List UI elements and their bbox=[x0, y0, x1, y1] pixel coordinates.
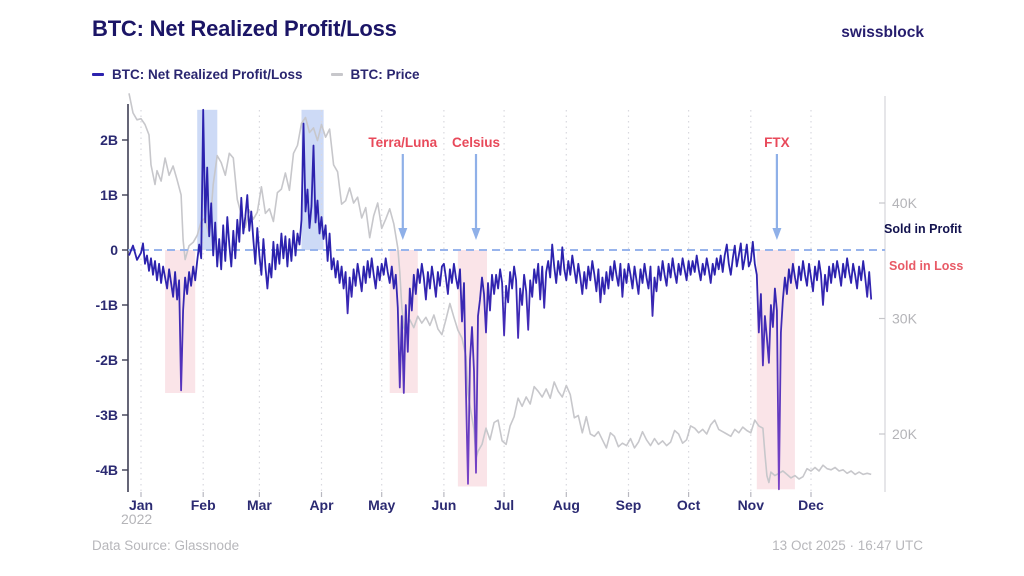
y-left-tick-label: -1B bbox=[95, 297, 118, 313]
x-tick-label: Sep bbox=[616, 497, 642, 513]
x-tick-label: Apr bbox=[309, 497, 334, 513]
band-sold-in-loss bbox=[457, 250, 487, 487]
x-tick-label: Feb bbox=[191, 497, 216, 513]
y-left-tick-label: 2B bbox=[100, 132, 118, 148]
band-sold-in-loss bbox=[756, 250, 795, 490]
x-tick-label: Mar bbox=[247, 497, 272, 513]
x-tick-label: Jul bbox=[494, 497, 514, 513]
y-right-tick-label: 30K bbox=[892, 311, 918, 327]
y-left-tick-label: 0 bbox=[110, 242, 118, 258]
swissblock-logo: swissblock bbox=[841, 24, 924, 41]
y-right-tick-label: 20K bbox=[892, 426, 918, 442]
x-tick-label: Aug bbox=[553, 497, 580, 513]
legend-dash-navy-icon bbox=[92, 73, 104, 76]
legend-dash-gray-icon bbox=[330, 73, 343, 76]
event-annotations: Terra/Luna Celsius FTX bbox=[368, 135, 790, 240]
y-left-tick-label: -2B bbox=[95, 352, 118, 368]
sold-in-loss-label: Sold in Loss bbox=[889, 259, 964, 273]
timestamp-label: 13 Oct 2025 · 16:47 UTC bbox=[772, 538, 923, 553]
x-tick-label: Oct bbox=[677, 497, 701, 513]
x-tick-label: Nov bbox=[738, 497, 765, 513]
event-arrowhead-icon bbox=[772, 228, 782, 240]
x-tick-label: Jun bbox=[431, 497, 456, 513]
y-right-tick-label: 40K bbox=[892, 195, 918, 211]
event-label: Celsius bbox=[452, 135, 500, 150]
x-axis-year-label: 2022 bbox=[121, 511, 153, 527]
event-label: FTX bbox=[764, 135, 790, 150]
chart-legend: BTC: Net Realized Profit/Loss BTC: Price bbox=[92, 67, 420, 82]
event-arrowhead-icon bbox=[398, 228, 408, 240]
x-axis: Jan Feb Mar Apr May Jun Jul Aug Sep Oct Nov Dec bbox=[129, 110, 824, 513]
legend-label-price: BTC: Price bbox=[350, 67, 420, 82]
legend-item-net-realized: BTC: Net Realized Profit/Loss bbox=[92, 67, 303, 82]
y-axis-left: 2B 1B 0 -1B -2B -3B -4B bbox=[95, 104, 129, 492]
btc-price-line bbox=[128, 93, 872, 484]
y-left-tick-label: -3B bbox=[95, 407, 118, 423]
data-source-label: Data Source: Glassnode bbox=[92, 538, 240, 553]
sold-in-profit-label: Sold in Profit bbox=[884, 222, 962, 236]
y-left-tick-label: -4B bbox=[95, 462, 118, 478]
net-realized-line bbox=[128, 108, 873, 491]
x-tick-label: Dec bbox=[798, 497, 824, 513]
page-title: BTC: Net Realized Profit/Loss bbox=[92, 16, 397, 41]
event-label: Terra/Luna bbox=[368, 135, 437, 150]
y-axis-right: 40K 30K 20K bbox=[879, 96, 918, 492]
x-tick-label: Jan bbox=[129, 497, 153, 513]
legend-label-net-realized: BTC: Net Realized Profit/Loss bbox=[112, 67, 303, 82]
x-tick-label: May bbox=[368, 497, 395, 513]
event-arrowhead-icon bbox=[471, 228, 481, 240]
y-left-tick-label: 1B bbox=[100, 187, 118, 203]
legend-item-price: BTC: Price bbox=[330, 67, 420, 82]
